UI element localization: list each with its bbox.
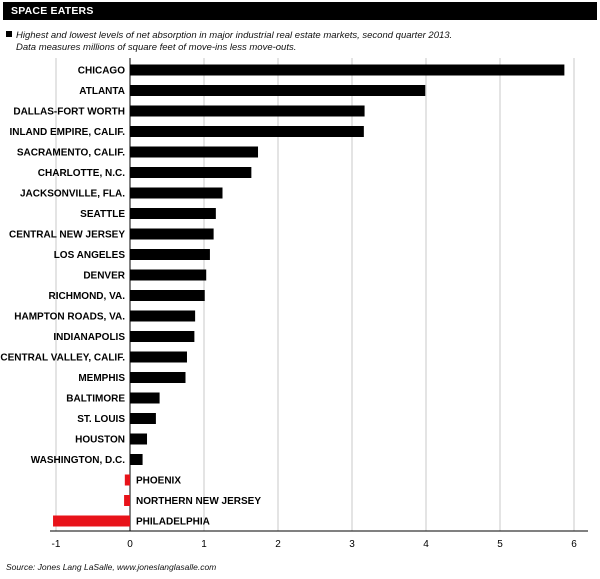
category-label: LOS ANGELES [54, 250, 126, 261]
bar [130, 392, 160, 404]
bar [130, 64, 565, 76]
source-note: Source: Jones Lang LaSalle, www.joneslan… [6, 562, 217, 572]
bar [130, 146, 259, 158]
x-tick-label: 4 [423, 539, 429, 550]
bar [53, 515, 130, 527]
category-label: SACRAMENTO, CALIF. [17, 148, 125, 159]
bar [130, 208, 216, 219]
category-label: PHILADELPHIA [136, 517, 210, 528]
category-label: WASHINGTON, D.C. [31, 455, 125, 466]
bar [130, 249, 210, 260]
bar [130, 454, 143, 465]
category-label: RICHMOND, VA. [49, 291, 126, 302]
x-tick-label: 2 [275, 539, 281, 550]
bar [130, 187, 223, 199]
x-tick-label: 1 [201, 539, 207, 550]
bar [130, 351, 187, 363]
chart-title-bar: SPACE EATERS [3, 2, 597, 20]
bar [130, 290, 205, 301]
category-label: SEATTLE [80, 209, 125, 220]
bar [124, 495, 130, 506]
chart-subtitle: Highest and lowest levels of net absorpt… [6, 30, 586, 54]
bar [130, 105, 365, 117]
bar [130, 310, 196, 322]
x-tick-label: 6 [571, 539, 577, 550]
category-label: BALTIMORE [66, 394, 125, 405]
category-label: CHICAGO [78, 66, 125, 77]
subtitle-line-1: Highest and lowest levels of net absorpt… [16, 30, 453, 41]
category-label: HOUSTON [75, 435, 125, 446]
category-label: ST. LOUIS [77, 414, 125, 425]
category-label: INDIANAPOLIS [53, 332, 125, 343]
category-label: DENVER [83, 271, 125, 282]
bar [130, 331, 195, 342]
category-label: CHARLOTTE, N.C. [38, 168, 125, 179]
category-label: ATLANTA [79, 86, 125, 97]
chart-title: SPACE EATERS [11, 5, 94, 17]
bar [130, 85, 426, 96]
bar [130, 167, 252, 178]
category-label: JACKSONVILLE, FLA. [20, 189, 125, 200]
x-tick-label: 3 [349, 539, 355, 550]
x-tick-label: 5 [497, 539, 503, 550]
category-label: DALLAS-FORT WORTH [13, 107, 125, 118]
bar [130, 269, 207, 281]
category-label: NORTHERN NEW JERSEY [136, 496, 261, 507]
bar [130, 372, 186, 383]
category-label: CENTRAL NEW JERSEY [9, 230, 125, 241]
category-label: MEMPHIS [78, 373, 125, 384]
category-label: HAMPTON ROADS, VA. [14, 312, 125, 323]
category-label: PHOENIX [136, 476, 181, 487]
category-label: CENTRAL VALLEY, CALIF. [0, 353, 125, 364]
subtitle-line-2: Data measures millions of square feet of… [16, 42, 297, 53]
bar [130, 126, 364, 137]
bar [124, 474, 130, 486]
x-tick-label: 0 [127, 539, 133, 550]
bar [130, 413, 156, 424]
bar [130, 433, 148, 445]
square-bullet-icon [6, 31, 12, 37]
category-label: INLAND EMPIRE, CALIF. [9, 127, 125, 138]
bar [130, 228, 214, 240]
x-tick-label: -1 [52, 539, 61, 550]
